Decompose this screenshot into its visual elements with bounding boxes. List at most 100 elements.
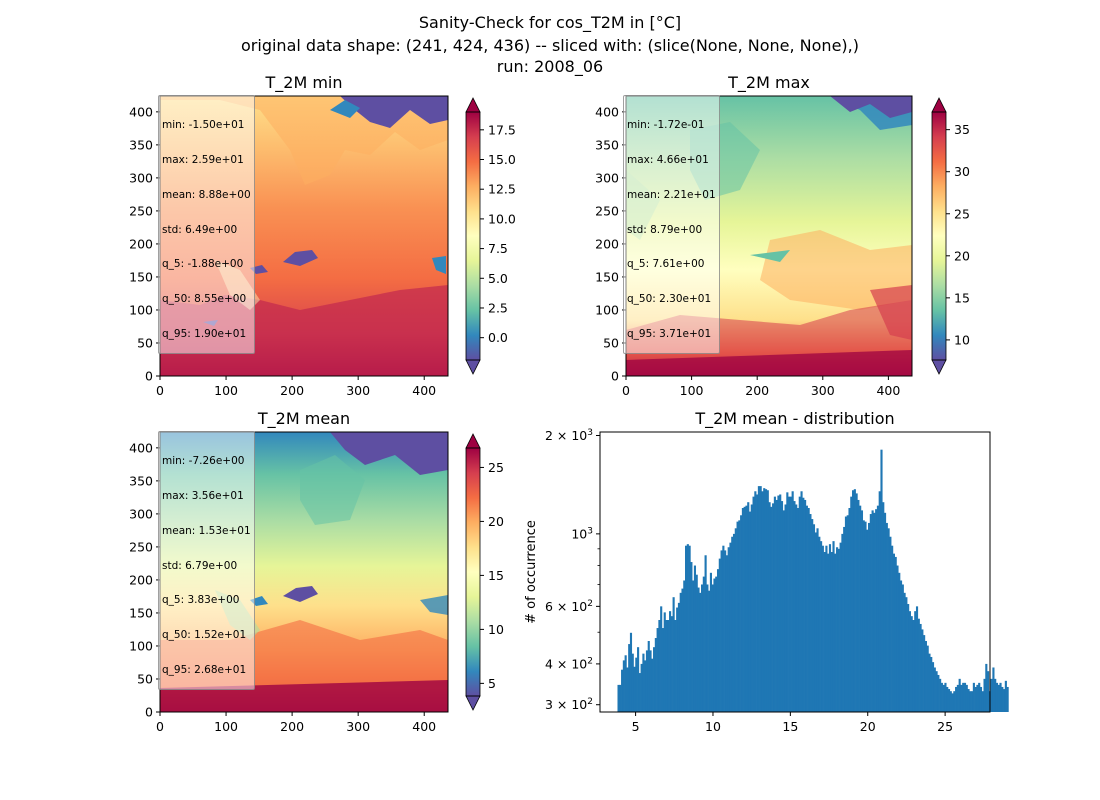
histogram-bar — [796, 507, 800, 712]
x-tick-label: 200 — [745, 383, 769, 398]
histogram-bar — [908, 611, 911, 712]
histogram-bar — [901, 584, 904, 712]
histogram-bar — [933, 667, 936, 712]
y-tick-label: 250 — [129, 539, 153, 554]
histogram-bar — [978, 682, 981, 712]
panel-t2m-max: 0 100 200 300 400 0 50 100 150 200 250 300 350 400 T_… — [595, 73, 970, 398]
histogram-bar — [756, 494, 759, 712]
histogram-bar — [949, 691, 952, 712]
histogram-bar — [734, 528, 737, 712]
x-tick-label: 100 — [214, 719, 238, 734]
histogram-bar — [860, 510, 864, 712]
histogram-bar — [683, 580, 686, 712]
histogram-bar — [654, 638, 657, 712]
colorbar-tick-label: 2.5 — [488, 300, 508, 315]
x-tick-label: 15 — [782, 719, 798, 734]
histogram-bar — [725, 555, 728, 712]
histogram-bar — [745, 505, 748, 712]
histogram-bar — [757, 486, 760, 712]
histogram-bar — [985, 663, 988, 712]
stat-q95: q_95: 1.90e+01 — [162, 327, 247, 340]
histogram-bar — [738, 520, 741, 712]
y-tick-label: 150 — [595, 269, 619, 284]
histogram-bar — [768, 502, 771, 712]
histogram-bar — [692, 580, 695, 712]
histogram-bar — [622, 660, 625, 712]
axes-t2m-mean: 0 100 200 300 400 0 50 100 150 200 250 300 350 400 — [129, 440, 436, 734]
x-tick-label: 0 — [156, 383, 164, 398]
x-tick-label: 400 — [412, 383, 436, 398]
x-tick-label: 300 — [346, 383, 370, 398]
histogram-bar — [930, 656, 933, 712]
histogram-bar — [690, 562, 693, 712]
histogram-bar — [976, 684, 979, 712]
figure-title-line-2: original data shape: (241, 424, 436) -- … — [241, 36, 859, 55]
y-tick-label: 50 — [603, 335, 619, 350]
histogram-bar — [651, 658, 654, 712]
histogram-bar — [750, 504, 753, 712]
panel-distribution: 5 10 15 20 25 3 × 102 4 × 102 6 × 102 103 2 × 103… — [524, 409, 1009, 734]
histogram-bar — [912, 620, 915, 712]
histogram-bar — [656, 628, 659, 712]
histogram-bar — [780, 501, 784, 712]
y-tick-label: 400 — [129, 104, 153, 119]
histogram-bar — [1006, 686, 1009, 712]
y-tick-label: 400 — [595, 104, 619, 119]
y-tick-label: 50 — [137, 671, 153, 686]
colorbar-tick-label: 17.5 — [488, 122, 516, 137]
histogram-bar — [965, 684, 968, 712]
histogram-bar — [814, 532, 817, 712]
histogram-bar — [878, 491, 881, 712]
histogram-bar — [928, 653, 931, 712]
stat-q50: q_50: 2.30e+01 — [627, 293, 712, 306]
histogram-bar — [621, 669, 624, 712]
histogram-bar — [1003, 689, 1006, 712]
y-tick-label: 150 — [129, 269, 153, 284]
histogram-bar — [971, 691, 974, 712]
histogram-bar — [752, 496, 755, 712]
x-tick-label: 5 — [632, 719, 640, 734]
histogram-bar — [852, 490, 855, 712]
histogram-bar — [631, 653, 634, 712]
histogram-bar — [823, 552, 826, 712]
histogram-bar — [903, 592, 906, 712]
y-tick-label: 300 — [595, 170, 619, 185]
histogram-bar — [880, 449, 883, 712]
histogram-bar — [951, 693, 954, 712]
histogram-bar — [979, 686, 983, 712]
histogram-bar — [866, 529, 869, 712]
stat-mean: mean: 1.53e+01 — [162, 524, 251, 537]
histogram-bar — [832, 541, 835, 712]
histogram-bar — [788, 496, 791, 712]
histogram-bar — [846, 515, 849, 712]
histogram-bar — [720, 550, 723, 712]
histogram-bar — [779, 494, 782, 712]
histogram-bar — [915, 606, 919, 712]
histogram-bar — [919, 623, 922, 712]
histogram-bar — [695, 574, 698, 712]
histogram-bar — [642, 653, 645, 712]
stat-max: max: 2.59e+01 — [162, 153, 244, 166]
histogram-bar — [688, 545, 691, 712]
histogram-bar — [645, 650, 649, 712]
histogram-bar — [907, 604, 910, 712]
histogram-bar — [789, 496, 792, 712]
y-tick-label: 6 × 102 — [545, 599, 593, 614]
histogram-bar — [795, 504, 798, 712]
axes-distribution: 5 10 15 20 25 3 × 102 4 × 102 6 × 102 103 2 × 103 — [545, 428, 953, 734]
histogram-bar — [748, 511, 752, 712]
x-tick-label: 25 — [937, 719, 953, 734]
y-tick-label: 0 — [145, 369, 153, 384]
histogram-bar — [807, 507, 810, 712]
histogram-bar — [836, 547, 839, 712]
colorbar-tick-label: 10 — [488, 622, 504, 637]
histogram-bar — [663, 612, 666, 712]
histogram-bar — [816, 528, 819, 712]
stat-q5: q_5: -1.88e+00 — [162, 258, 244, 271]
histogram-bar — [812, 524, 816, 712]
colorbar-tick-label: 15 — [488, 568, 504, 583]
histogram-bar — [681, 588, 684, 712]
histogram-bar — [761, 491, 764, 712]
y-tick-label: 150 — [129, 605, 153, 620]
histogram-bar — [958, 678, 961, 712]
